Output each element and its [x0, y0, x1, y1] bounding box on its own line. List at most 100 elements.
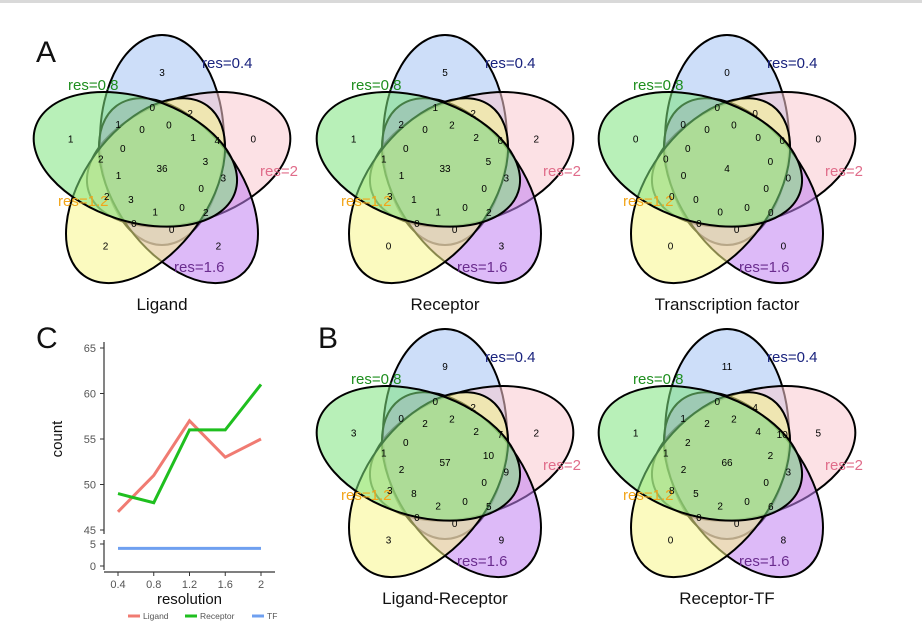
- venn-title: Receptor-TF: [679, 589, 774, 608]
- region-inner-3: 0: [755, 133, 761, 144]
- venn-title: Ligand-Receptor: [382, 589, 508, 608]
- region-inner-18: 1: [680, 414, 686, 425]
- set-ellipse-4: [597, 385, 804, 522]
- region-center: 66: [721, 458, 733, 469]
- set-label-1: res=2: [543, 457, 581, 474]
- set-ellipse-4: [315, 385, 522, 522]
- region-inner-19: 0: [139, 125, 145, 136]
- region-inner-10: 0: [452, 225, 458, 236]
- set-ellipse-4: [597, 91, 804, 228]
- region-inner-9: 0: [462, 497, 468, 508]
- region-only-4: 1: [351, 134, 357, 145]
- region-only-1: 0: [816, 134, 822, 145]
- region-only-4: 0: [633, 134, 639, 145]
- set-ellipse-4: [315, 91, 522, 228]
- y-tick-label: 50: [84, 480, 96, 492]
- region-inner-18: 0: [680, 120, 686, 131]
- venn-receptor: res=0.4res=2res=1.6res=1.2res=0.85230133…: [315, 34, 581, 314]
- region-only-4: 1: [633, 428, 639, 439]
- venn-ligand-receptor: res=0.4res=2res=1.6res=1.2res=0.89293357…: [315, 328, 581, 608]
- x-axis-label: resolution: [157, 591, 222, 608]
- set-label-0: res=0.4: [485, 55, 535, 72]
- region-inner-17: 0: [120, 144, 126, 155]
- panel-label-a: A: [36, 36, 56, 69]
- region-only-1: 2: [534, 134, 540, 145]
- set-label-3: res=1.2: [58, 193, 108, 210]
- region-only-2: 9: [499, 536, 505, 547]
- region-inner-4: 7: [497, 430, 503, 441]
- region-only-0: 9: [442, 362, 448, 373]
- region-only-0: 0: [724, 68, 730, 79]
- venn-transcription-factor: res=0.4res=2res=1.6res=1.2res=0.80000040…: [597, 34, 863, 314]
- region-inner-8: 5: [486, 502, 492, 513]
- region-inner-3: 1: [190, 133, 196, 144]
- set-label-4: res=0.8: [351, 77, 401, 94]
- region-center: 4: [724, 164, 730, 175]
- region-inner-8: 6: [768, 502, 774, 513]
- region-inner-6: 3: [785, 468, 791, 479]
- set-ellipse-4: [32, 91, 239, 228]
- region-inner-18: 2: [398, 120, 404, 131]
- region-inner-15: 2: [399, 465, 405, 476]
- region-only-2: 8: [781, 536, 787, 547]
- region-inner-1: 2: [731, 415, 737, 426]
- region-inner-5: 2: [768, 451, 774, 462]
- set-label-3: res=1.2: [623, 193, 673, 210]
- region-inner-6: 0: [785, 174, 791, 185]
- region-inner-9: 0: [462, 203, 468, 214]
- region-inner-1: 2: [449, 121, 455, 132]
- region-inner-0: 1: [433, 103, 439, 114]
- region-inner-9: 0: [744, 203, 750, 214]
- region-inner-1: 0: [166, 121, 172, 132]
- region-only-4: 1: [68, 134, 74, 145]
- region-inner-12: 0: [131, 219, 137, 230]
- region-inner-18: 0: [398, 414, 404, 425]
- region-inner-11: 1: [152, 207, 158, 218]
- region-inner-15: 2: [681, 465, 687, 476]
- region-inner-14: 0: [669, 192, 675, 203]
- venn-title: Receptor: [411, 295, 480, 314]
- set-label-0: res=0.4: [767, 55, 817, 72]
- set-label-3: res=1.2: [623, 487, 673, 504]
- region-inner-3: 4: [755, 427, 761, 438]
- region-inner-17: 0: [685, 144, 691, 155]
- venn-title: Ligand: [136, 295, 187, 314]
- region-inner-11: 2: [435, 501, 441, 512]
- region-inner-17: 0: [403, 144, 409, 155]
- set-label-3: res=1.2: [341, 487, 391, 504]
- set-label-2: res=1.6: [457, 259, 507, 276]
- series-line-ligand: [116, 418, 262, 513]
- region-inner-12: 0: [696, 219, 702, 230]
- region-inner-10: 0: [734, 225, 740, 236]
- set-label-4: res=0.8: [68, 77, 118, 94]
- x-tick-label: 0.8: [146, 579, 161, 591]
- region-inner-4: 6: [497, 136, 503, 147]
- region-inner-0: 0: [715, 397, 721, 408]
- region-inner-16: 1: [663, 448, 669, 459]
- set-label-0: res=0.4: [767, 349, 817, 366]
- region-inner-6: 3: [220, 174, 226, 185]
- region-inner-0: 0: [433, 397, 439, 408]
- region-only-3: 3: [386, 536, 392, 547]
- region-only-1: 5: [816, 428, 822, 439]
- region-inner-15: 1: [399, 171, 405, 182]
- set-label-4: res=0.8: [633, 77, 683, 94]
- region-inner-10: 0: [734, 519, 740, 530]
- region-inner-14: 3: [387, 486, 393, 497]
- region-inner-6: 3: [503, 174, 509, 185]
- region-inner-13: 3: [128, 195, 134, 206]
- x-tick-label: 1.6: [218, 579, 233, 591]
- region-inner-3: 2: [473, 427, 479, 438]
- x-tick-label: 1.2: [182, 579, 197, 591]
- set-label-2: res=1.6: [174, 259, 224, 276]
- region-inner-16: 1: [381, 448, 387, 459]
- region-inner-15: 1: [116, 171, 122, 182]
- region-inner-1: 0: [731, 121, 737, 132]
- y-tick-label: 5: [90, 539, 96, 551]
- region-only-1: 0: [251, 134, 257, 145]
- region-only-0: 5: [442, 68, 448, 79]
- panel-label-b: B: [318, 322, 338, 355]
- region-inner-15: 0: [681, 171, 687, 182]
- region-center: 36: [156, 164, 168, 175]
